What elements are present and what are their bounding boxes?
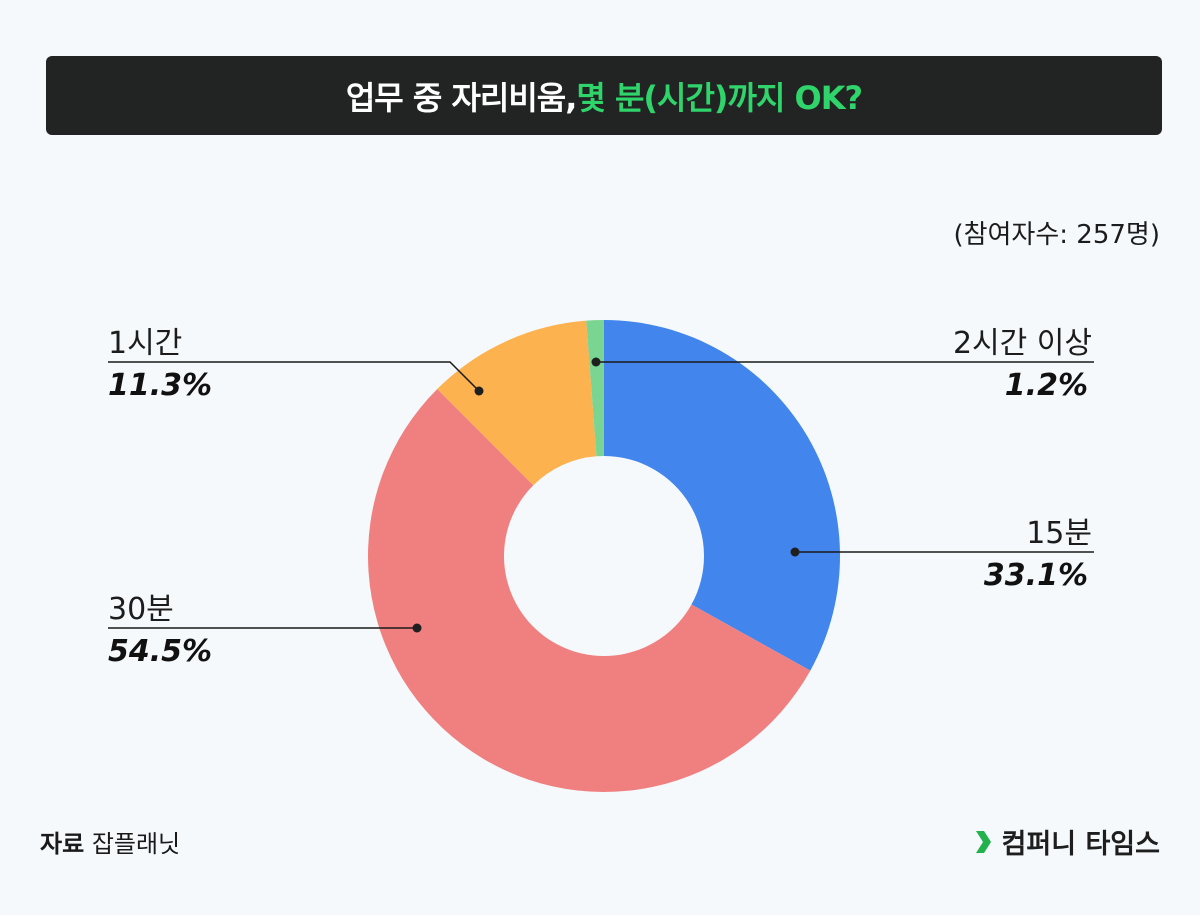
title-bar: 업무 중 자리비움, 몇 분(시간)까지 OK? [46,56,1162,135]
slice-1 [368,388,811,792]
participant-count: (참여자수: 257명) [953,220,1160,250]
dot-2hour [591,357,601,367]
slice-2 [437,320,597,486]
label-1hour: 1시간 [108,326,183,361]
leader-dots [412,357,800,633]
pct-15min: 33.1% [983,558,1088,593]
chevron-right-icon [975,830,991,853]
leader-line-1hour [108,361,480,392]
leader-lines [108,361,1094,629]
label-30min: 30분 [108,592,174,627]
donut-slices [368,320,841,792]
pct-2hour: 1.2% [1004,368,1088,403]
label-2hour: 2시간 이상 [952,326,1092,361]
label-15min: 15분 [1026,516,1092,551]
dot-1hour [474,386,484,396]
slice-0 [604,320,841,671]
dot-30min [412,623,422,633]
pct-1hour: 11.3% [108,368,213,403]
source: 자료 잡플래닛 [40,824,180,859]
title-highlight: 몇 분(시간)까지 OK? [576,78,863,117]
title-main: 업무 중 자리비움, [345,78,578,117]
pct-30min: 54.5% [108,634,213,669]
brand-name: 컴퍼니 타임스 [1001,829,1160,860]
source-value: 잡플래닛 [91,830,181,858]
slice-3 [586,320,604,457]
source-label: 자료 [40,830,85,858]
dot-15min [790,547,800,557]
brand-logo: 컴퍼니 타임스 [974,822,1160,861]
